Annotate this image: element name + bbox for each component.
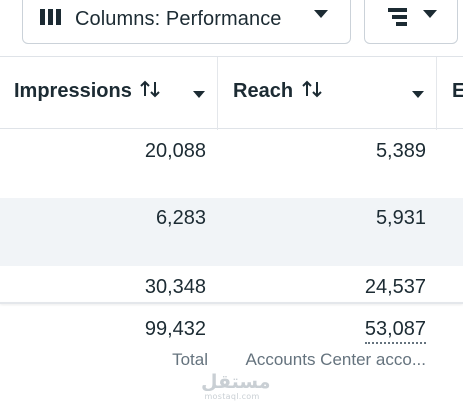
impressions-cell: 6,283 xyxy=(155,207,206,229)
column-divider[interactable] xyxy=(217,57,218,130)
totals-divider xyxy=(0,302,463,304)
reach-cell: 5,389 xyxy=(375,140,426,162)
column-header-label: E xyxy=(452,80,463,102)
table-header-row: Impressions Reach E xyxy=(0,56,463,130)
impressions-cell: 30,348 xyxy=(144,276,206,298)
table-row[interactable]: 20,088 5,389 xyxy=(0,130,463,198)
reach-cell: 24,537 xyxy=(364,276,426,298)
columns-dropdown-button[interactable]: Columns: Performance xyxy=(22,0,351,44)
columns-button-label: Columns: Performance xyxy=(75,7,282,30)
table-row[interactable]: 6,283 5,931 xyxy=(0,198,463,266)
reach-cell: 5,931 xyxy=(375,207,426,229)
column-menu-caret-icon[interactable] xyxy=(193,91,205,98)
sort-icon[interactable] xyxy=(139,79,161,104)
chevron-down-icon xyxy=(314,10,328,18)
column-divider[interactable] xyxy=(436,57,437,130)
total-reach-caption: Accounts Center acco... xyxy=(245,350,426,369)
total-impressions-value: 99,432 xyxy=(144,318,206,340)
total-reach-value[interactable]: 53,087 xyxy=(364,318,426,344)
total-impressions-caption: Total xyxy=(172,350,208,369)
breakdown-dropdown-button[interactable] xyxy=(364,0,458,44)
sort-icon[interactable] xyxy=(301,79,323,104)
column-header-label: Reach xyxy=(233,80,294,102)
table-toolbar: Columns: Performance xyxy=(0,0,463,56)
columns-icon xyxy=(39,8,63,31)
column-header-label: Impressions xyxy=(14,80,132,102)
watermark-logo: مستقل xyxy=(201,371,271,393)
watermark: مستقل mostaql.com xyxy=(201,371,271,402)
breakdown-icon xyxy=(387,6,409,33)
table-row[interactable]: 30,348 24,537 xyxy=(0,266,463,302)
totals-row: 99,432 Total 53,087 Accounts Center acco… xyxy=(0,304,463,408)
chevron-down-icon xyxy=(423,10,437,18)
watermark-site: mostaql.com xyxy=(204,392,260,401)
impressions-cell: 20,088 xyxy=(144,140,206,162)
column-menu-caret-icon[interactable] xyxy=(412,91,424,98)
